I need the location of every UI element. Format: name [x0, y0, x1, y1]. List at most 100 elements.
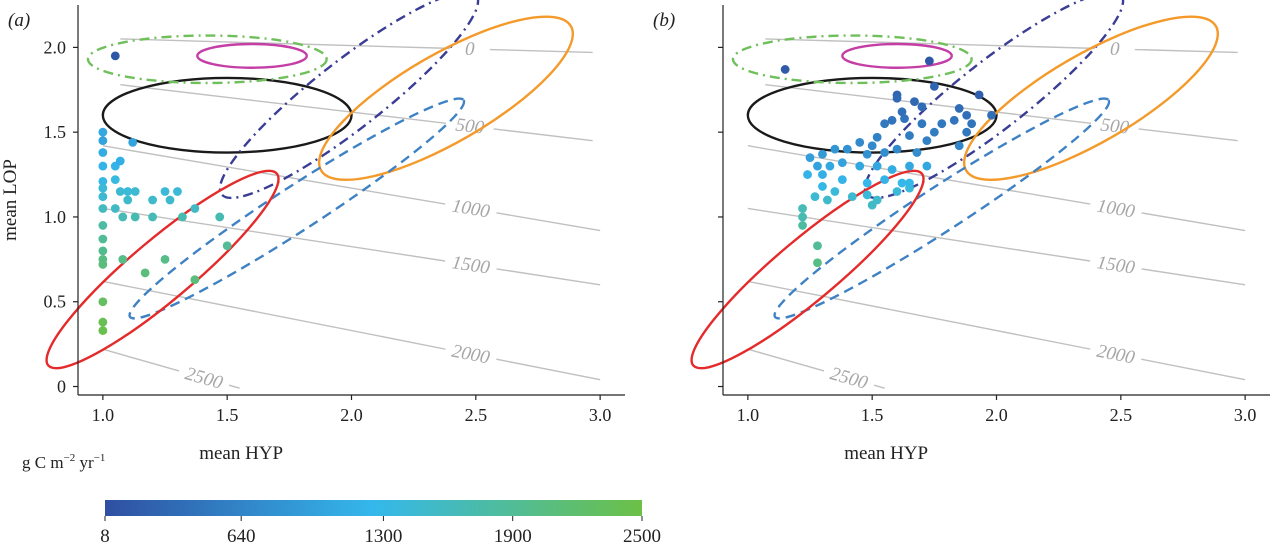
colorbar-tick-label: 1300 [364, 526, 402, 547]
contour-line-1500 [102, 207, 446, 262]
data-point [862, 190, 872, 200]
contour-label: 2500 [183, 363, 226, 394]
data-point [837, 175, 847, 185]
colorbar-tick-label: 2500 [623, 526, 661, 547]
data-point [842, 144, 852, 154]
data-point [867, 141, 877, 151]
data-point [118, 212, 128, 222]
contour-line-0 [765, 38, 1095, 50]
contour-label: 1500 [1095, 252, 1136, 279]
contour-line-500 [765, 84, 1092, 124]
contour-line-1000-b [496, 212, 601, 232]
colorbar-tick-label: 8 [100, 526, 110, 547]
cluster-ellipse [773, 97, 1111, 320]
data-point [810, 192, 820, 202]
contour-line-2500 [102, 348, 180, 372]
y-tick-label: 2.0 [44, 37, 67, 57]
x-tick-label: 1.5 [861, 405, 884, 425]
data-point [830, 144, 840, 154]
data-point [862, 149, 872, 159]
data-point [813, 161, 822, 171]
data-point [887, 165, 897, 174]
contour-label: 1000 [1095, 195, 1136, 222]
data-point [912, 148, 922, 157]
data-point [798, 204, 807, 213]
contour-label: 1000 [450, 195, 491, 222]
data-point [905, 161, 914, 171]
contour-line-2000 [747, 280, 1091, 350]
contour-label: 2000 [1095, 341, 1137, 369]
panel-label: (b) [653, 10, 675, 31]
data-point [805, 153, 815, 163]
data-point [148, 195, 157, 205]
data-point [98, 204, 108, 213]
contour-line-1000-b [1141, 212, 1246, 232]
data-point [98, 326, 108, 335]
contour-line-500-b [1138, 128, 1238, 142]
cluster-ellipse [841, 42, 953, 69]
cluster-ellipse [128, 97, 466, 320]
data-point [98, 260, 108, 269]
data-point [173, 187, 182, 196]
data-point [967, 119, 977, 129]
y-axis-title: mean LOP [0, 159, 21, 241]
cluster-ellipse [317, 15, 575, 182]
data-point [818, 170, 827, 179]
data-point [872, 161, 882, 171]
cluster-ellipse [218, 0, 480, 200]
data-point [215, 212, 225, 222]
contour-line-500 [120, 84, 447, 124]
data-point [855, 161, 865, 171]
data-point [130, 212, 140, 222]
data-point [905, 178, 914, 188]
data-point [910, 97, 919, 107]
colorbar: g C m−2 yr−1 8 640 1300 1900 2500 [22, 452, 661, 547]
contour-line-2000-b [496, 358, 601, 381]
data-point [892, 187, 902, 196]
panel-label: (a) [8, 10, 30, 31]
cluster-ellipse [731, 34, 973, 85]
y-tick-label: 0 [57, 377, 66, 397]
data-point [974, 90, 984, 100]
data-point [922, 161, 932, 171]
colorbar-tick-label: 1900 [494, 526, 532, 547]
x-tick-label: 3.0 [589, 405, 612, 425]
cluster-ellipse [962, 15, 1220, 182]
data-point [165, 195, 175, 205]
colorbar-bar [105, 500, 642, 516]
data-point [823, 195, 832, 205]
data-point [880, 148, 890, 157]
data-point [862, 178, 872, 188]
data-point [917, 119, 927, 129]
data-point [954, 104, 964, 113]
x-tick-label: 2.0 [340, 405, 363, 425]
data-point [98, 297, 108, 307]
contour-line-1500-b [1141, 268, 1246, 286]
data-point [818, 182, 827, 191]
x-axis-title: mean HYP [844, 443, 928, 464]
data-point [98, 192, 108, 202]
x-tick-label: 3.0 [1234, 405, 1257, 425]
data-point [892, 144, 902, 154]
contour-label: 0 [465, 39, 476, 60]
contour-line-2500 [747, 348, 825, 372]
x-tick-label: 1.5 [216, 405, 239, 425]
cluster-ellipse [196, 42, 308, 69]
colorbar-unit-mid: yr [75, 453, 94, 472]
cluster-ellipse [746, 76, 998, 154]
data-point [917, 102, 927, 112]
cluster-ellipse [863, 0, 1125, 200]
data-point [115, 156, 125, 166]
data-point [118, 254, 128, 264]
data-point [867, 200, 877, 210]
data-point [929, 127, 939, 137]
colorbar-tick-label: 640 [227, 526, 256, 547]
colorbar-ticks: 8 640 1300 1900 2500 [100, 516, 661, 547]
colorbar-unit-exp1: −2 [64, 452, 76, 464]
data-point [178, 212, 187, 222]
data-point [98, 161, 108, 171]
contour-line-2500-b [228, 384, 240, 389]
data-point [905, 131, 914, 140]
